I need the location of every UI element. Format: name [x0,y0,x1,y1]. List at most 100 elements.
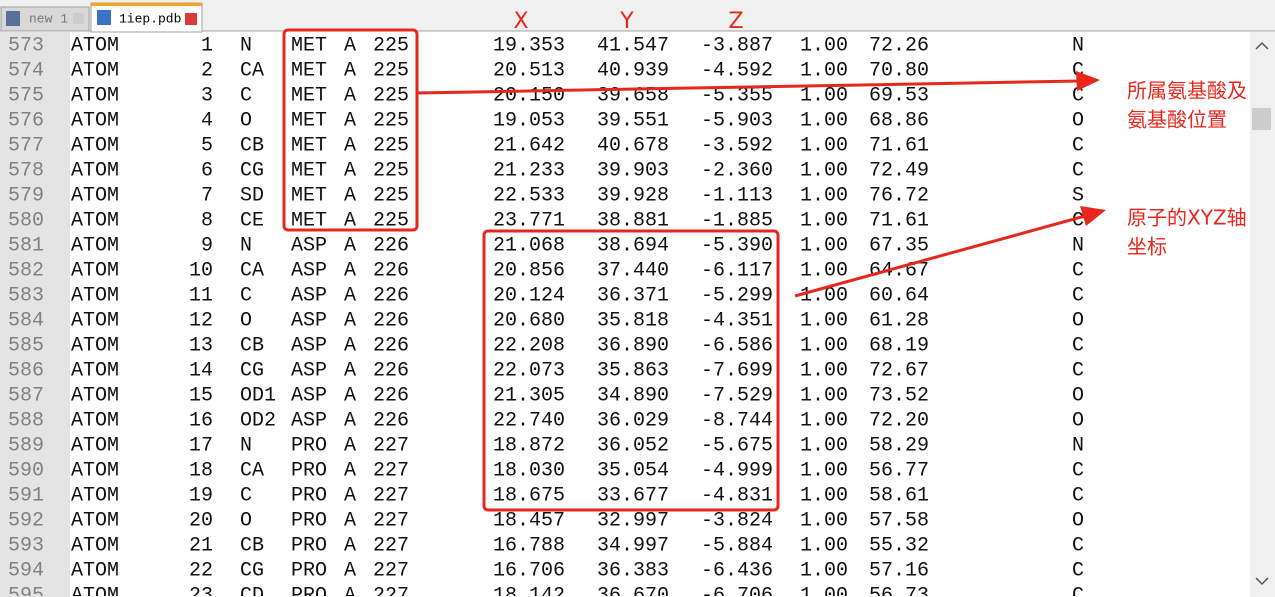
z-coord: -3.824 [701,509,773,532]
z-coord: -4.592 [701,59,773,82]
close-button[interactable] [185,13,197,25]
line-number: 580 [8,209,44,232]
line-number: 582 [8,259,44,282]
record: ATOM [71,209,119,232]
occupancy: 1.00 [800,159,848,182]
occupancy: 1.00 [800,384,848,407]
line-number: 579 [8,184,44,207]
serial: 14 [189,359,213,382]
axis-label: Y [619,9,634,34]
line-number: 593 [8,534,44,557]
y-coord: 37.440 [597,259,669,282]
residue-number: 226 [373,359,409,382]
x-coord: 23.771 [493,209,565,232]
chain: A [344,384,356,407]
record: ATOM [71,584,119,597]
serial: 11 [189,284,213,307]
serial: 20 [189,509,213,532]
z-coord: -6.706 [701,584,773,597]
atom-name: CB [240,134,264,157]
z-coord: -5.884 [701,534,773,557]
residue-number: 226 [373,384,409,407]
element: S [1072,184,1084,207]
y-coord: 40.678 [597,134,669,157]
residue-number: 227 [373,459,409,482]
residue-name: PRO [291,559,327,582]
residue-name: MET [291,184,327,207]
y-coord: 39.551 [597,109,669,132]
scroll-down[interactable] [1255,577,1269,586]
element: C [1072,209,1084,232]
y-coord: 38.694 [597,234,669,257]
b-factor: 61.28 [869,309,929,332]
chain: A [344,259,356,282]
line-number: 575 [8,84,44,107]
y-coord: 36.029 [597,409,669,432]
highlight-box [282,28,419,232]
z-coord: -8.744 [701,409,773,432]
b-factor: 57.16 [869,559,929,582]
tab-inactive[interactable]: new 1 [0,6,90,32]
axis-label: Z [728,9,743,34]
chain: A [344,34,356,57]
arrow-head [1080,206,1106,226]
chain: A [344,434,356,457]
scroll-thumb[interactable] [1252,108,1271,130]
residue-name: MET [291,134,327,157]
element: N [1072,234,1084,257]
z-coord: -5.390 [701,234,773,257]
line-number: 585 [8,334,44,357]
residue-number: 225 [373,159,409,182]
atom-name: CA [240,59,264,82]
x-coord: 22.740 [493,409,565,432]
scroll-up[interactable] [1255,41,1269,50]
atom-name: OD1 [240,384,276,407]
y-coord: 36.890 [597,334,669,357]
chain: A [344,134,356,157]
z-coord: -5.903 [701,109,773,132]
element: C [1072,534,1084,557]
element: N [1072,34,1084,57]
scrollbar[interactable] [1250,32,1275,597]
atom-name: CB [240,534,264,557]
b-factor: 72.20 [869,409,929,432]
occupancy: 1.00 [800,109,848,132]
y-coord: 36.670 [597,584,669,597]
b-factor: 70.80 [869,59,929,82]
annotation: 氨基酸位置 [1127,108,1227,132]
chain: A [344,59,356,82]
z-coord: -1.113 [701,184,773,207]
residue-name: ASP [291,334,327,357]
residue-name: MET [291,84,327,107]
b-factor: 56.77 [869,459,929,482]
z-coord: -5.355 [701,84,773,107]
z-coord: -7.699 [701,359,773,382]
z-coord: -3.887 [701,34,773,57]
y-coord: 35.818 [597,309,669,332]
atom-name: CE [240,209,264,232]
tab-label: 1iep.pdb [119,11,181,26]
residue-name: PRO [291,484,327,507]
occupancy: 1.00 [800,184,848,207]
atom-name: N [240,234,252,257]
serial: 6 [201,159,213,182]
atom-name: OD2 [240,409,276,432]
close-button[interactable] [73,13,84,24]
serial: 8 [201,209,213,232]
occupancy: 1.00 [800,534,848,557]
line-number: 576 [8,109,44,132]
record: ATOM [71,359,119,382]
tab-bar [0,0,1275,31]
x-coord: 22.208 [493,334,565,357]
line-number: 574 [8,59,44,82]
y-coord: 33.677 [597,484,669,507]
b-factor: 71.61 [869,134,929,157]
serial: 16 [189,409,213,432]
record: ATOM [71,234,119,257]
residue-number: 226 [373,234,409,257]
b-factor: 72.67 [869,359,929,382]
tab-active[interactable]: 1iep.pdb [90,2,203,33]
b-factor: 68.19 [869,334,929,357]
residue-name: PRO [291,459,327,482]
y-coord: 32.997 [597,509,669,532]
